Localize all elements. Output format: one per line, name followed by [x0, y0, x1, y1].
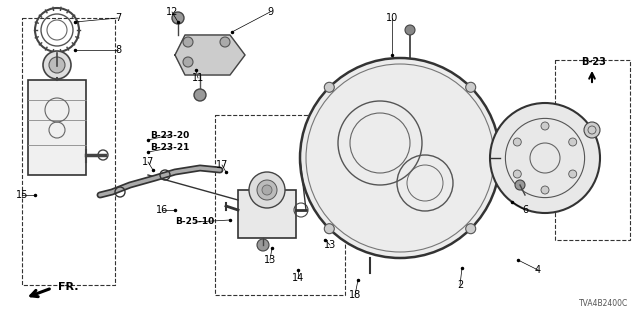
Text: 9: 9 — [267, 7, 273, 17]
Circle shape — [257, 180, 277, 200]
Text: B-25-10: B-25-10 — [175, 218, 214, 227]
Circle shape — [541, 122, 549, 130]
Circle shape — [183, 37, 193, 47]
Text: 18: 18 — [349, 290, 361, 300]
Text: 16: 16 — [156, 205, 168, 215]
Text: B-23: B-23 — [582, 57, 607, 67]
Text: 14: 14 — [292, 273, 304, 283]
Circle shape — [194, 89, 206, 101]
Circle shape — [262, 185, 272, 195]
Circle shape — [257, 239, 269, 251]
Circle shape — [490, 103, 600, 213]
Text: 13: 13 — [324, 240, 336, 250]
Text: B-23-21: B-23-21 — [150, 143, 189, 153]
Text: 6: 6 — [522, 205, 528, 215]
Text: B-23-20: B-23-20 — [150, 131, 189, 140]
Circle shape — [324, 224, 334, 234]
Bar — [22, 18, 115, 285]
Bar — [555, 60, 630, 240]
Circle shape — [541, 186, 549, 194]
Text: 4: 4 — [535, 265, 541, 275]
Text: TVA4B2400C: TVA4B2400C — [579, 299, 628, 308]
Circle shape — [183, 57, 193, 67]
Text: 17: 17 — [216, 160, 228, 170]
Text: 2: 2 — [457, 280, 463, 290]
Bar — [28, 80, 86, 175]
Circle shape — [249, 172, 285, 208]
Polygon shape — [175, 35, 245, 75]
Circle shape — [220, 37, 230, 47]
Circle shape — [49, 57, 65, 73]
Circle shape — [405, 25, 415, 35]
Text: 10: 10 — [386, 13, 398, 23]
Bar — [215, 115, 345, 295]
Text: 8: 8 — [115, 45, 121, 55]
Circle shape — [300, 58, 500, 258]
Circle shape — [515, 180, 525, 190]
Circle shape — [43, 51, 71, 79]
Circle shape — [466, 82, 476, 92]
Text: 13: 13 — [264, 255, 276, 265]
Text: 12: 12 — [166, 7, 178, 17]
Text: FR.: FR. — [58, 282, 79, 292]
Text: 17: 17 — [142, 157, 154, 167]
Circle shape — [466, 224, 476, 234]
Circle shape — [513, 138, 522, 146]
Bar — [238, 190, 296, 238]
Circle shape — [584, 122, 600, 138]
Text: 7: 7 — [115, 13, 121, 23]
Circle shape — [569, 170, 577, 178]
Circle shape — [513, 170, 522, 178]
Circle shape — [569, 138, 577, 146]
Circle shape — [172, 12, 184, 24]
Circle shape — [324, 82, 334, 92]
Text: 11: 11 — [192, 73, 204, 83]
Text: 15: 15 — [16, 190, 28, 200]
